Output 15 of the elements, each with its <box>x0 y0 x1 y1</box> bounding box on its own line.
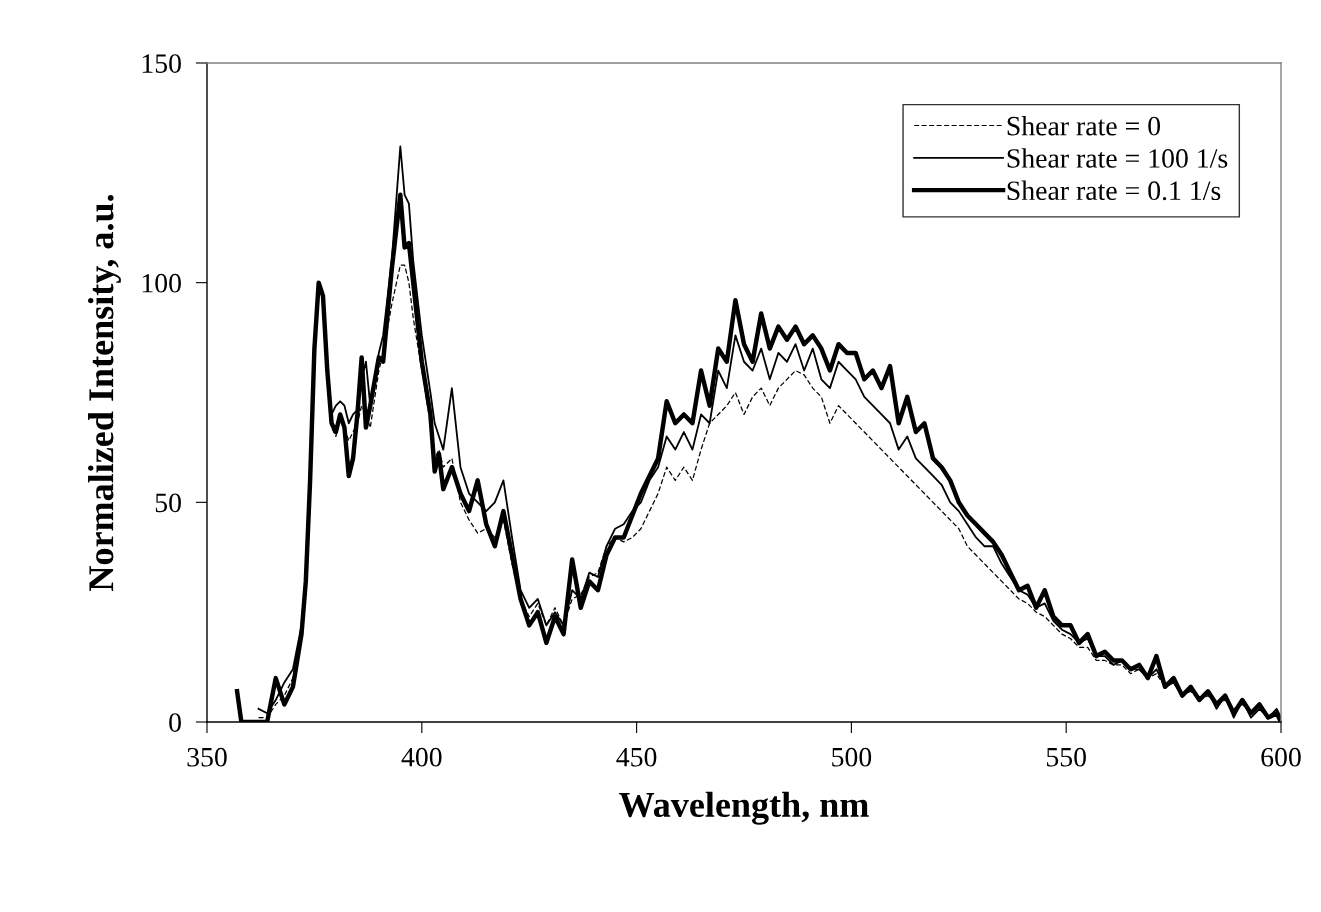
x-tick-label: 600 <box>1261 747 1301 767</box>
legend-label: Shear rate = 0 <box>1007 115 1161 136</box>
x-axis-title: Wavelength, nm <box>619 791 869 825</box>
y-axis-title: Normalized Intensity, a.u. <box>88 194 121 591</box>
x-tick-label: 500 <box>832 747 872 767</box>
x-tick-label: 400 <box>401 747 442 767</box>
y-tick-label: 100 <box>142 273 181 293</box>
x-tick-label: 550 <box>1046 747 1086 767</box>
y-tick-label: 0 <box>169 713 181 732</box>
y-tick-label: 150 <box>142 54 181 73</box>
x-tick-label: 350 <box>187 747 227 767</box>
y-tick-label: 50 <box>155 493 181 513</box>
legend-label: Shear rate = 0.1 1/s <box>1007 180 1221 201</box>
x-tick-label: 450 <box>616 747 657 767</box>
legend-label: Shear rate = 100 1/s <box>1007 148 1228 168</box>
